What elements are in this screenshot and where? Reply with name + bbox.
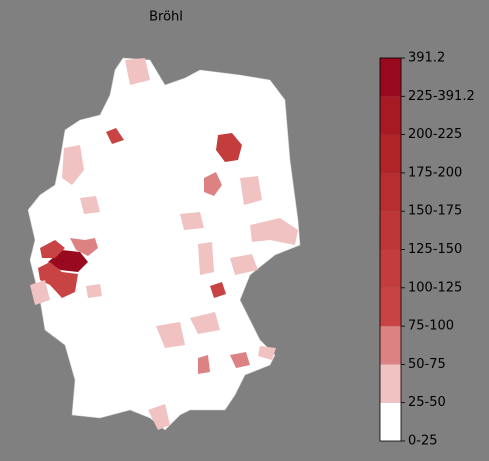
region [40,240,65,258]
region [250,218,298,245]
region [48,250,88,272]
region [106,128,124,144]
colorbar-label: 0-25 [408,434,438,449]
region [190,312,220,334]
region [210,282,226,298]
region [240,176,262,205]
colorbar-label: 391.2 [408,51,445,66]
colorbar-label: 200-225 [408,127,462,142]
region [38,262,78,298]
region [216,133,242,162]
colorbar-segment [380,287,401,327]
region [30,280,50,305]
map-title: Bröhl [149,10,183,25]
region [148,404,170,430]
region [180,212,204,230]
region [198,242,214,275]
region [70,238,98,256]
region [230,352,250,368]
colorbar-segment [380,326,401,365]
colorbar-label: 175-200 [408,165,462,180]
colorbar-label: 150-175 [408,204,462,219]
colorbar-segment [380,249,401,288]
germany-map [27,57,301,431]
region [230,254,258,275]
colorbar-label: 50-75 [408,357,446,372]
colorbar-label: 225-391.2 [408,89,475,104]
colorbar-label: 100-125 [408,280,462,295]
region-highlights [30,58,298,430]
colorbar-segment [380,58,401,97]
region [125,58,150,85]
region [62,145,84,185]
colorbar-segment [380,134,401,173]
region [156,322,185,348]
region [258,346,276,360]
region [198,355,210,374]
colorbar-label: 125-150 [408,242,462,257]
colorbar-segment [380,364,401,403]
region [80,196,100,214]
colorbar-segment [380,211,401,250]
region [204,172,222,196]
colorbar-segment [380,172,401,212]
colorbar-label: 25-50 [408,395,446,410]
colorbar-segment [380,402,401,441]
region [86,284,102,298]
colorbar-label: 75-100 [408,319,454,334]
colorbar: 0-25 25-50 50-75 75-100 100-125 125-150 150-17… [379,51,475,449]
colorbar-segment [380,96,401,135]
